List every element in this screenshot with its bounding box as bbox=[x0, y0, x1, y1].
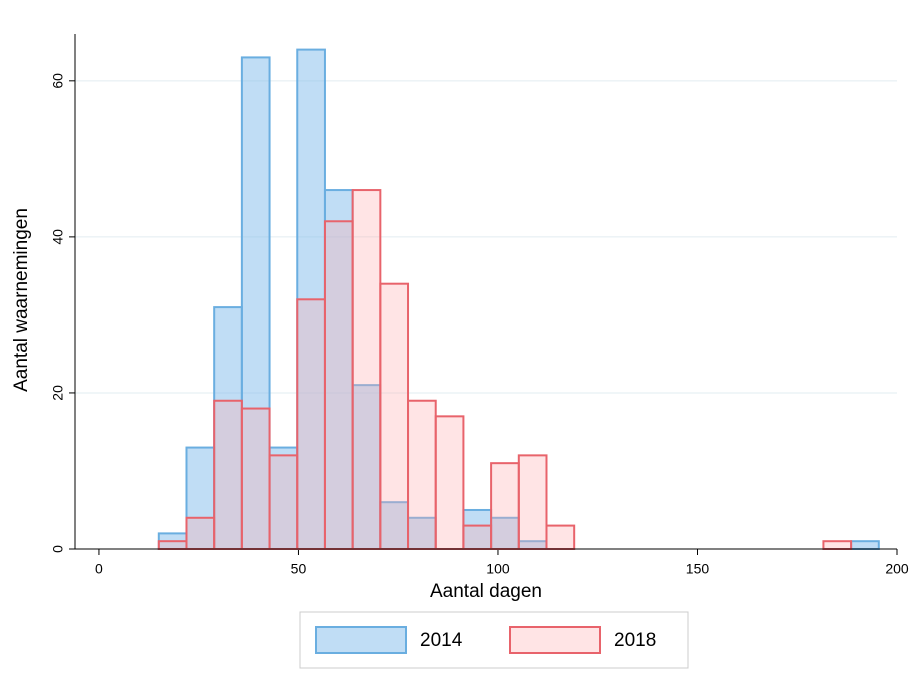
legend-swatch bbox=[315, 626, 407, 654]
bar bbox=[185, 516, 216, 551]
y-tick-label: 40 bbox=[50, 229, 66, 245]
bar bbox=[323, 189, 354, 550]
y-tick-label: 20 bbox=[50, 385, 66, 401]
bar bbox=[296, 298, 326, 551]
bar bbox=[379, 282, 410, 550]
bar bbox=[185, 446, 216, 550]
x-tick-label: 0 bbox=[95, 561, 103, 577]
y-tick-label: 60 bbox=[50, 73, 66, 89]
bar bbox=[268, 454, 299, 551]
bar bbox=[351, 189, 382, 550]
bar bbox=[407, 399, 437, 550]
x-tick-label: 100 bbox=[486, 561, 510, 577]
legend-label: 2018 bbox=[614, 630, 656, 651]
bar bbox=[157, 540, 188, 550]
bar bbox=[213, 306, 243, 550]
bar bbox=[517, 454, 548, 551]
bar bbox=[240, 407, 271, 550]
x-tick-label: 50 bbox=[291, 561, 307, 577]
bar bbox=[822, 540, 853, 550]
bar bbox=[323, 220, 354, 550]
legend-swatch bbox=[509, 626, 601, 654]
bar bbox=[850, 540, 880, 550]
bar bbox=[490, 462, 520, 550]
x-tick-label: 150 bbox=[686, 561, 710, 577]
bar bbox=[462, 524, 493, 550]
legend-label: 2014 bbox=[420, 630, 463, 651]
bar bbox=[434, 415, 465, 550]
bar bbox=[268, 446, 299, 550]
y-axis-label: Aantal waarnemingen bbox=[11, 208, 32, 392]
x-axis-label: Aantal dagen bbox=[430, 581, 542, 602]
y-tick-label: 0 bbox=[50, 545, 66, 553]
bar bbox=[213, 399, 243, 550]
bar bbox=[545, 524, 576, 550]
x-tick-label: 200 bbox=[885, 561, 909, 577]
bar bbox=[240, 56, 271, 551]
